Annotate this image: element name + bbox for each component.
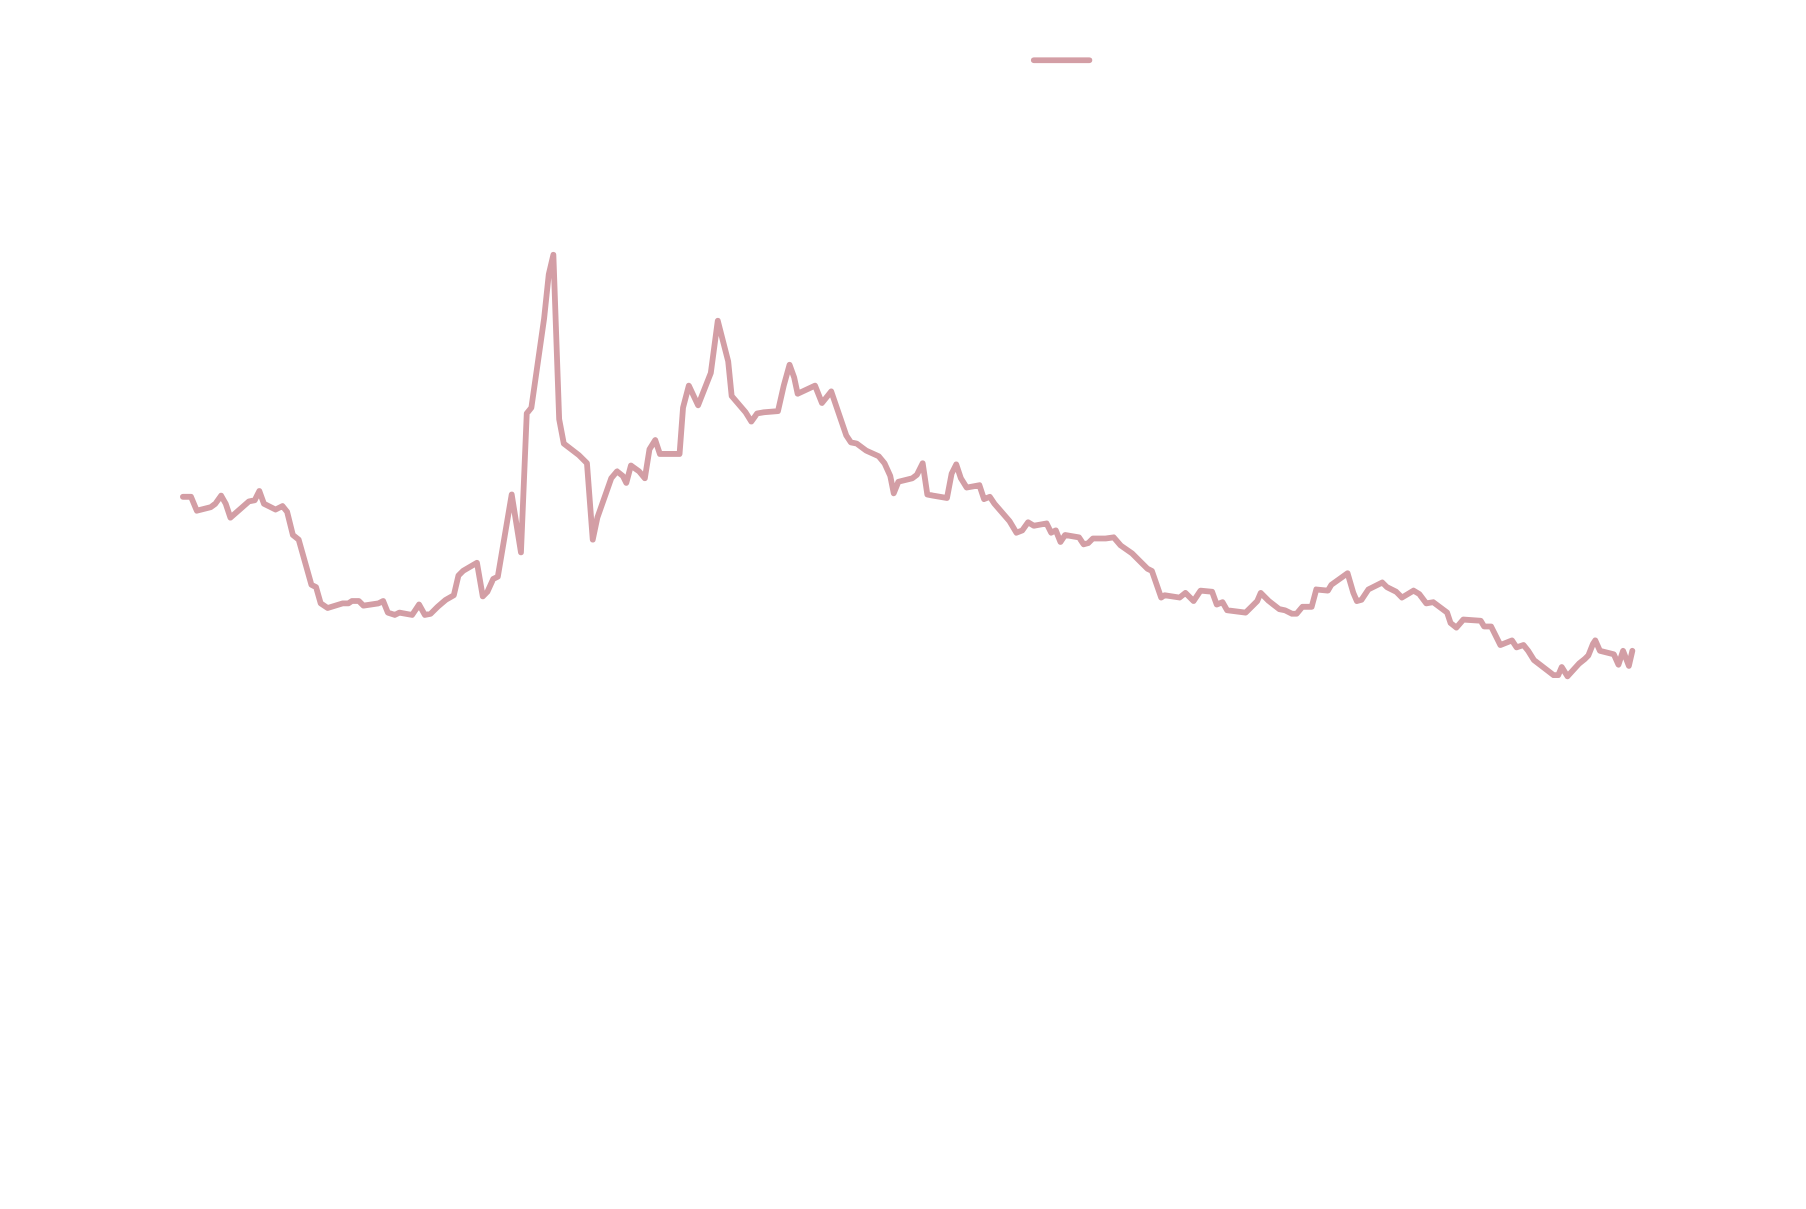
- line-series: [180, 251, 1636, 680]
